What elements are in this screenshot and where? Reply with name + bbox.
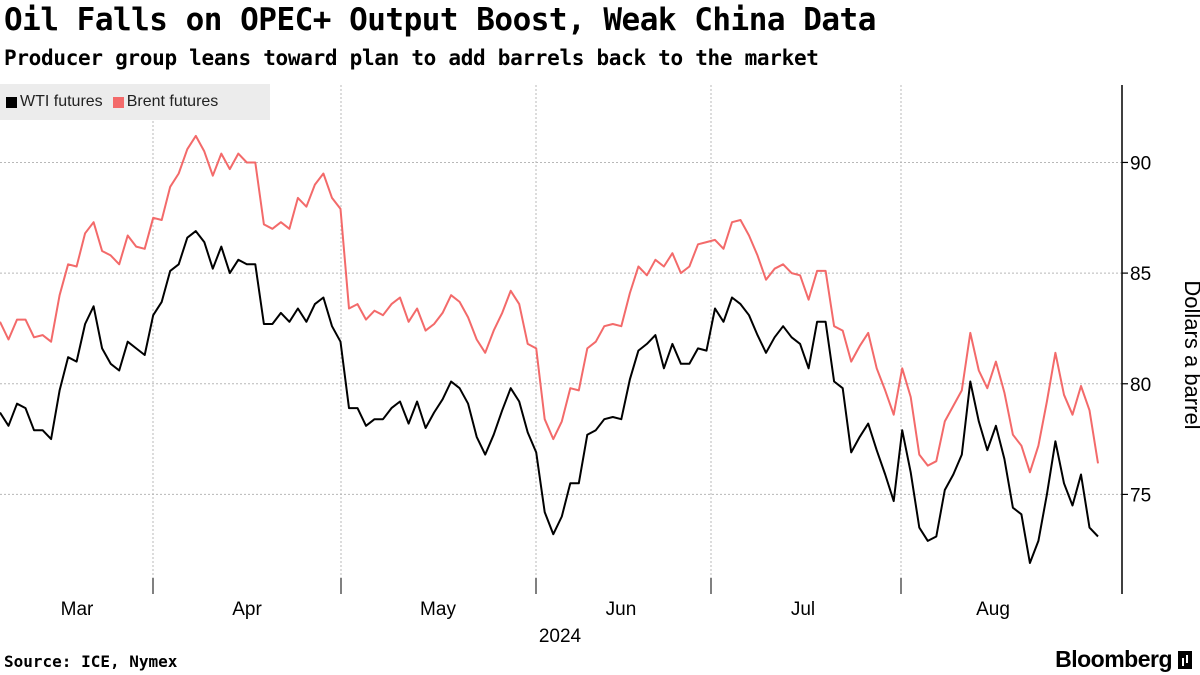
x-axis-year-label: 2024	[539, 626, 582, 647]
series-line-brent	[0, 134, 1099, 474]
legend-item-wti: WTI futures	[6, 93, 103, 111]
bloomberg-logo: Bloomberg	[1055, 646, 1192, 673]
legend-label-wti: WTI futures	[20, 93, 103, 110]
y-tick-label-90: 90	[1130, 153, 1151, 174]
y-axis-label: Dollars a barrel	[1180, 280, 1200, 429]
legend: WTI futures Brent futures	[0, 84, 270, 120]
legend-item-brent: Brent futures	[112, 93, 219, 111]
y-tick-label-80: 80	[1130, 375, 1151, 396]
x-tick-label-may: May	[420, 599, 456, 620]
bloomberg-wordmark: Bloomberg	[1055, 646, 1172, 672]
x-tick-label-jun: Jun	[606, 599, 637, 620]
bloomberg-chart-icon	[1178, 650, 1192, 669]
y-tick-label-85: 85	[1130, 264, 1151, 285]
x-tick-label-aug: Aug	[976, 599, 1010, 620]
x-tick-label-mar: Mar	[61, 599, 94, 620]
y-tick-label-75: 75	[1130, 485, 1151, 506]
legend-label-brent: Brent futures	[126, 93, 219, 110]
source-note: Source: ICE, Nymex	[4, 652, 178, 671]
series-layer	[0, 134, 1099, 564]
chart-title: Oil Falls on OPEC+ Output Boost, Weak Ch…	[4, 2, 876, 38]
chart-subtitle: Producer group leans toward plan to add …	[4, 46, 819, 70]
series-line-wti	[0, 230, 1099, 564]
ticks: 75 80 85 90 Mar Apr May Jun Jul Aug	[61, 153, 1152, 620]
x-tick-label-apr: Apr	[232, 599, 262, 620]
legend-swatch-brent	[112, 96, 124, 108]
legend-swatch-wti	[6, 96, 17, 108]
gridlines	[0, 85, 1122, 594]
x-tick-label-jul: Jul	[791, 599, 815, 620]
